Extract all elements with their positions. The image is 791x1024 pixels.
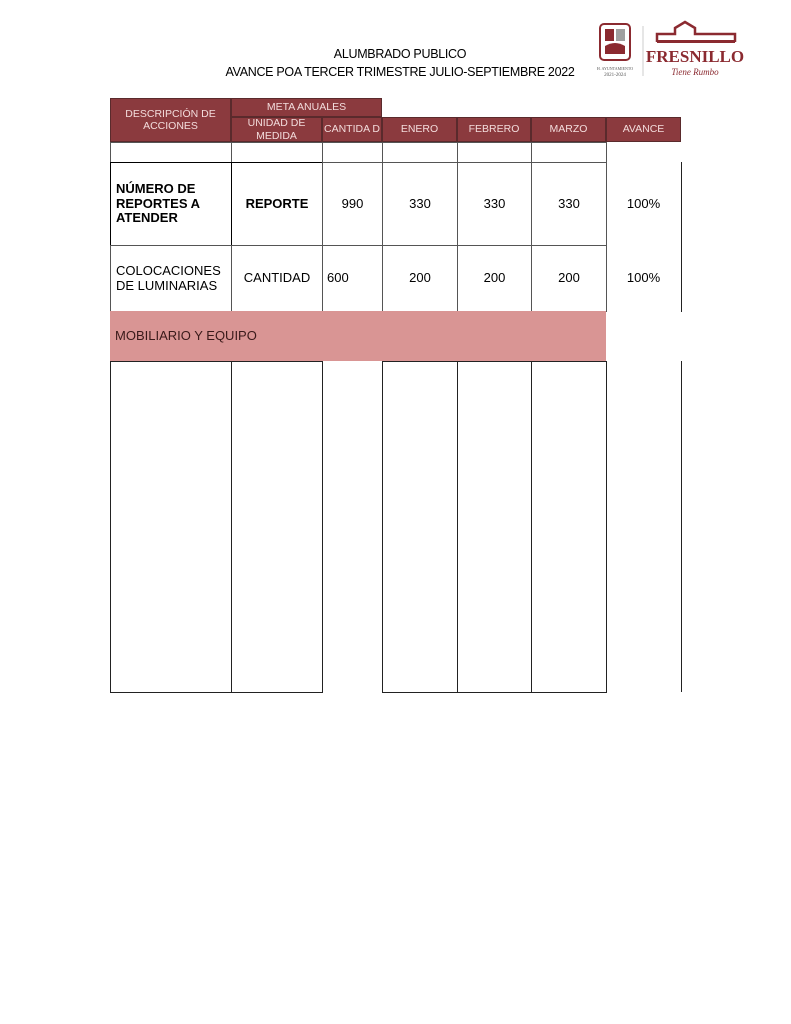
cell-descripcion: COLOCACIONES DE LUMINARIAS	[110, 245, 232, 312]
empty-cell	[322, 142, 383, 163]
table-border	[681, 361, 682, 692]
empty-cell	[110, 142, 232, 163]
svg-text:H. AYUNTAMIENTO: H. AYUNTAMIENTO	[597, 66, 633, 71]
cell-enero: 330	[382, 162, 458, 246]
empty-cell	[457, 361, 532, 693]
document-subtitle: AVANCE POA TERCER TRIMESTRE JULIO-SEPTIE…	[225, 65, 575, 79]
cell-descripcion: NÚMERO DE REPORTES A ATENDER	[110, 162, 232, 246]
header-cantidad: CANTIDA D	[322, 117, 382, 142]
empty-cell	[382, 361, 458, 693]
cell-marzo: 200	[531, 245, 607, 312]
section-mobiliario-equipo: MOBILIARIO Y EQUIPO	[110, 311, 606, 361]
empty-cell	[457, 142, 532, 163]
logo-brand-text: FRESNILLO	[646, 47, 744, 66]
document-title: ALUMBRADO PUBLICO	[333, 47, 467, 61]
empty-cell	[110, 361, 232, 693]
header-meta-anuales: META ANUALES	[231, 98, 382, 117]
empty-cell	[531, 361, 607, 693]
cell-unidad: REPORTE	[231, 162, 323, 246]
header-enero: ENERO	[382, 117, 457, 142]
table-border	[681, 162, 682, 312]
svg-text:Tiene Rumbo: Tiene Rumbo	[671, 67, 719, 77]
empty-cell	[382, 142, 458, 163]
svg-text:2021-2024: 2021-2024	[604, 73, 626, 78]
header-descripcion: DESCRIPCIÓN DE ACCIONES	[110, 98, 231, 142]
cell-cantidad: 600	[322, 245, 383, 312]
fresnillo-logo: H. AYUNTAMIENTO 2021-2024 FRESNILLO Tien…	[597, 20, 744, 78]
cell-unidad: CANTIDAD	[231, 245, 323, 312]
header-avance: AVANCE	[606, 117, 681, 142]
cell-febrero: 330	[457, 162, 532, 246]
cell-avance: 100%	[626, 195, 661, 211]
cell-cantidad: 990	[322, 162, 383, 246]
cell-avance: 100%	[626, 270, 661, 286]
header-febrero: FEBRERO	[457, 117, 531, 142]
cell-febrero: 200	[457, 245, 532, 312]
empty-cell	[231, 361, 323, 693]
cell-marzo: 330	[531, 162, 607, 246]
header-marzo: MARZO	[531, 117, 606, 142]
empty-cell	[231, 142, 323, 163]
cell-enero: 200	[382, 245, 458, 312]
empty-cell	[531, 142, 607, 163]
header-unidad: UNIDAD DE MEDIDA	[231, 117, 322, 142]
